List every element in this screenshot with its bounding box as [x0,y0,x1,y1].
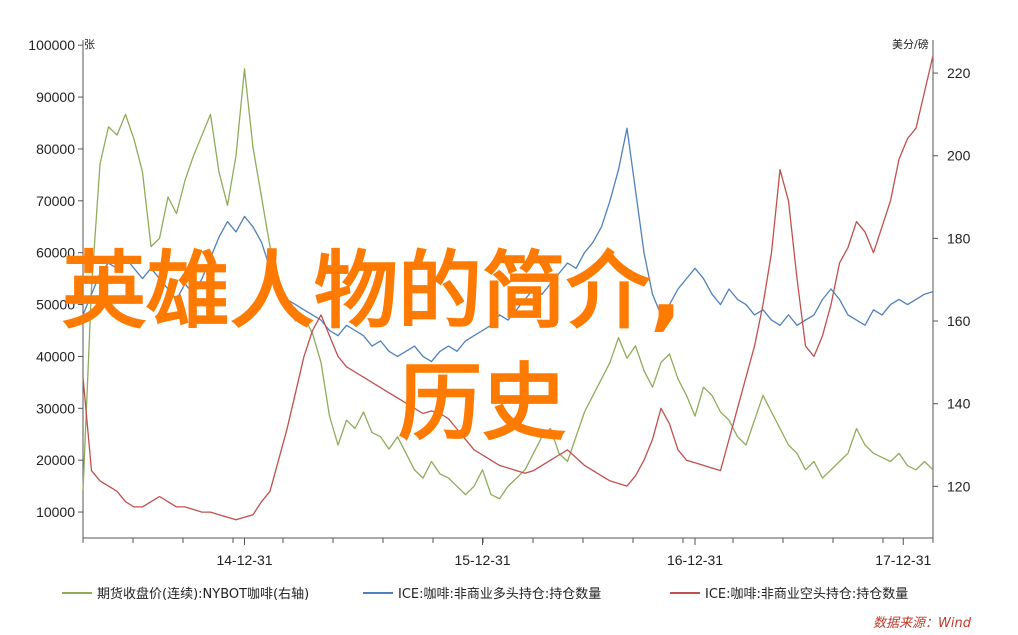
legend-label-3: ICE:咖啡:非商业空头持仓:持仓数量 [705,587,908,602]
legend: 期货收盘价(连续):NYBOT咖啡(右轴) ICE:咖啡:非商业多头持仓:持仓数量… [62,586,908,602]
right-tick-label: 220 [947,65,971,81]
left-tick-label: 70000 [36,193,75,209]
x-tick-label: 16-12-31 [667,552,723,568]
left-axis-unit: 张 [84,38,95,51]
legend-label-1: 期货收盘价(连续):NYBOT咖啡(右轴) [97,586,309,602]
right-tick-label: 140 [947,396,971,412]
right-tick-label: 160 [947,313,971,329]
x-axis-ticks: 14-12-31 15-12-31 16-12-31 17-12-31 [82,538,934,568]
left-tick-label: 30000 [36,400,75,416]
x-tick-label: 15-12-31 [454,552,510,568]
source-label: 数据来源：Wind [873,616,972,631]
left-tick-label: 90000 [36,89,75,105]
series-line-1 [82,68,934,500]
series-line-3 [82,55,934,521]
series-line-2 [82,127,934,363]
left-tick-label: 60000 [36,245,75,261]
left-tick-label: 100000 [28,37,75,53]
left-tick-label: 40000 [36,348,75,364]
series-lines [82,55,934,521]
right-tick-label: 180 [947,230,971,246]
x-tick-label: 14-12-31 [216,552,272,568]
overlay-title-line2: 历史 [398,354,566,452]
left-tick-label: 50000 [36,297,75,313]
legend-label-2: ICE:咖啡:非商业多头持仓:持仓数量 [398,586,601,602]
right-axis-unit: 美分/磅 [892,37,929,51]
left-axis-ticks: 10000 20000 30000 40000 50000 60000 70000 80000… [28,37,83,520]
left-tick-label: 20000 [36,452,75,468]
x-tick-label: 17-12-31 [875,552,931,568]
overlay-title-line1: 英雄人物的简介, [62,242,682,340]
left-tick-label: 10000 [36,504,75,520]
right-axis-ticks: 120 140 160 180 200 220 [933,65,971,494]
right-tick-label: 200 [947,148,971,164]
left-tick-label: 80000 [36,141,75,157]
right-tick-label: 120 [947,478,971,494]
